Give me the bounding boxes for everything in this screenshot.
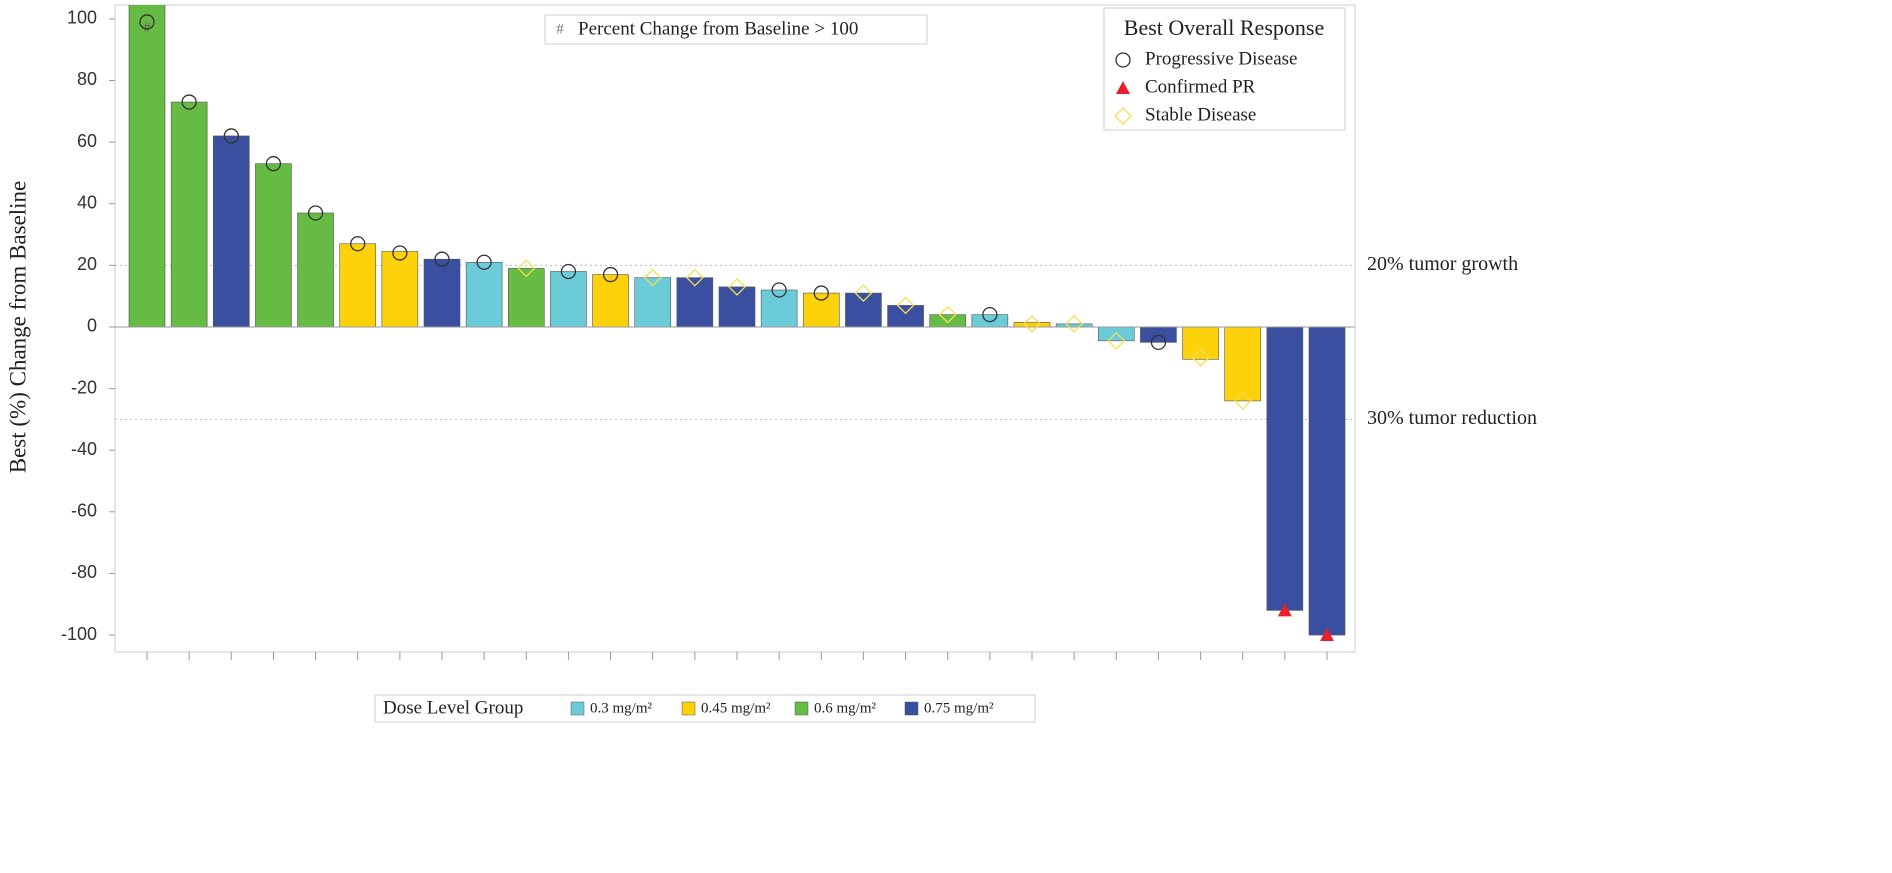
response-marker xyxy=(938,305,957,324)
legend-label: Confirmed PR xyxy=(1145,76,1256,97)
response-marker xyxy=(1107,331,1126,350)
bar xyxy=(1140,326,1177,343)
bar xyxy=(971,314,1009,328)
bar xyxy=(592,274,629,328)
response-marker xyxy=(896,296,915,315)
response-marker xyxy=(476,254,492,270)
reference-label: 20% tumor growth xyxy=(1367,253,1518,275)
response-marker xyxy=(517,259,536,278)
bar xyxy=(297,212,334,328)
response-marker xyxy=(728,277,746,296)
bar xyxy=(1266,326,1304,611)
dose-legend-title: Dose Level Group xyxy=(383,697,523,718)
response-marker xyxy=(1023,314,1041,333)
legend-label: 0.3 mg/m² xyxy=(590,700,653,716)
plot-frame xyxy=(114,4,1356,653)
y-tick-label: -40 xyxy=(71,439,97,459)
response-marker xyxy=(139,14,155,30)
response-marker xyxy=(1320,628,1334,642)
bar xyxy=(718,286,756,328)
y-tick-label: 40 xyxy=(77,192,97,212)
bars xyxy=(128,5,1346,636)
legend-label: Stable Disease xyxy=(1145,104,1256,125)
bar xyxy=(1013,322,1051,328)
over-limit-symbol: # xyxy=(144,20,151,35)
bar xyxy=(929,314,967,328)
bar xyxy=(128,5,166,328)
legend-label: 0.75 mg/m² xyxy=(924,700,994,716)
response-marker xyxy=(434,251,450,267)
bar xyxy=(887,305,924,328)
bar xyxy=(465,261,503,328)
response-legend-title: Best Overall Response xyxy=(1124,15,1324,40)
response-marker xyxy=(1191,348,1210,367)
response-marker xyxy=(982,306,998,323)
y-tick-label: 100 xyxy=(67,8,97,28)
y-tick-label: 60 xyxy=(77,131,97,151)
response-marker xyxy=(1233,391,1252,410)
bar xyxy=(802,292,840,328)
bar xyxy=(1308,326,1346,636)
response-marker xyxy=(813,285,829,301)
bar xyxy=(1224,326,1262,402)
y-tick-label: 20 xyxy=(77,254,97,274)
bar xyxy=(255,163,292,328)
response-marker xyxy=(1065,314,1084,333)
response-marker xyxy=(265,156,282,172)
legend-label: Progressive Disease xyxy=(1145,48,1298,69)
response-marker xyxy=(560,263,577,280)
response-marker xyxy=(392,245,408,261)
legend-marker xyxy=(1115,52,1131,68)
response-marker xyxy=(602,266,619,283)
bar xyxy=(507,268,545,328)
legend-marker xyxy=(1116,81,1130,94)
y-tick-label: 0 xyxy=(87,316,97,336)
bar xyxy=(339,243,377,328)
legend-swatch xyxy=(904,701,919,716)
reference-label: 30% tumor reduction xyxy=(1367,407,1537,429)
annotation-box xyxy=(544,14,928,45)
response-marker xyxy=(181,94,197,110)
y-tick-label: -60 xyxy=(71,501,97,521)
response-legend-box xyxy=(1103,7,1346,131)
bar xyxy=(550,271,587,328)
annotation-symbol: # xyxy=(556,21,564,37)
response-marker xyxy=(223,128,239,144)
response-marker xyxy=(771,282,787,298)
bar xyxy=(423,258,461,328)
legend-label: 0.6 mg/m² xyxy=(814,700,877,716)
response-marker xyxy=(350,236,366,252)
response-marker xyxy=(685,268,704,287)
response-marker xyxy=(1277,603,1292,617)
bar xyxy=(760,289,798,328)
response-marker xyxy=(307,205,324,221)
y-tick-label: 80 xyxy=(77,69,97,89)
legend-swatch xyxy=(794,701,809,716)
dose-legend-box xyxy=(374,694,1036,723)
y-tick-label: -20 xyxy=(71,377,97,397)
response-marker xyxy=(643,268,662,287)
bar xyxy=(1097,326,1135,342)
response-marker xyxy=(854,284,873,302)
legend-marker xyxy=(1114,107,1132,125)
legend-label: 0.45 mg/m² xyxy=(701,700,771,716)
bar xyxy=(381,251,419,328)
legend-swatch xyxy=(570,701,585,716)
response-marker xyxy=(1150,334,1167,351)
bar xyxy=(1182,326,1219,360)
y-axis-label: Best (%) Change from Baseline xyxy=(5,181,30,474)
legend-swatch xyxy=(681,701,696,716)
bar xyxy=(845,292,882,328)
annotation-text: Percent Change from Baseline > 100 xyxy=(578,18,858,39)
bar xyxy=(212,135,250,328)
y-tick-label: -100 xyxy=(61,624,97,644)
bar xyxy=(170,101,208,328)
y-tick-label: -80 xyxy=(71,562,97,582)
